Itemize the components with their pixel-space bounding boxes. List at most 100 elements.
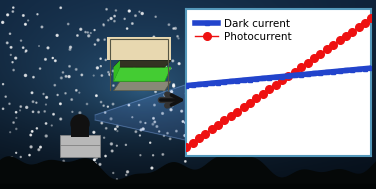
Point [93, 156, 99, 160]
Point [43, 122, 49, 125]
Point [190, 147, 196, 150]
Point [63, 75, 69, 78]
Photocurrent [369, 17, 374, 19]
Point [30, 76, 36, 79]
Point [153, 90, 159, 93]
Point [82, 137, 88, 140]
Point [10, 10, 16, 13]
Dark current [254, 78, 259, 80]
Point [74, 34, 80, 37]
Point [11, 121, 17, 124]
Point [13, 111, 19, 114]
Point [46, 176, 52, 179]
Point [98, 57, 104, 60]
Point [62, 92, 68, 95]
Point [33, 101, 39, 104]
Point [18, 155, 24, 158]
Point [129, 22, 135, 25]
Point [138, 128, 144, 131]
Point [34, 163, 40, 167]
Point [165, 96, 171, 99]
Point [52, 84, 58, 87]
Point [67, 65, 73, 68]
Point [25, 19, 31, 22]
Point [41, 92, 47, 95]
Point [92, 43, 98, 46]
Point [110, 69, 116, 72]
Point [186, 61, 192, 64]
Point [38, 146, 44, 149]
Point [94, 66, 100, 69]
Point [52, 59, 58, 62]
Point [50, 113, 56, 116]
Point [166, 23, 172, 26]
Point [138, 120, 144, 123]
Photocurrent [344, 35, 348, 37]
Polygon shape [114, 60, 120, 81]
Point [93, 149, 99, 152]
Dark current [229, 80, 233, 83]
Point [28, 133, 34, 136]
Point [161, 134, 167, 137]
Dark current [331, 70, 335, 73]
Point [39, 26, 45, 29]
Point [125, 83, 131, 86]
Point [133, 130, 139, 133]
Point [137, 78, 143, 81]
Point [79, 73, 85, 76]
Photocurrent [229, 115, 233, 117]
Photocurrent [331, 44, 335, 46]
Point [10, 180, 16, 183]
Point [159, 63, 165, 66]
Point [7, 32, 13, 35]
Point [126, 104, 132, 107]
Point [112, 15, 118, 18]
Point [58, 118, 64, 121]
Point [0, 83, 6, 86]
Point [13, 57, 19, 60]
Point [165, 97, 171, 100]
Point [152, 39, 158, 42]
Point [150, 123, 156, 126]
Point [35, 13, 41, 16]
Point [6, 102, 12, 105]
Dark current [356, 68, 361, 70]
Point [114, 144, 120, 147]
Point [20, 14, 26, 17]
Point [177, 175, 183, 178]
Photocurrent [305, 62, 310, 64]
Dark current [235, 80, 240, 82]
Point [124, 170, 130, 173]
Point [66, 75, 72, 78]
Point [54, 34, 60, 37]
Point [34, 127, 40, 130]
Point [153, 15, 159, 18]
Point [13, 127, 19, 130]
Point [30, 100, 36, 103]
Point [17, 109, 23, 112]
Point [167, 67, 173, 70]
Point [10, 6, 16, 9]
Point [114, 125, 120, 128]
Bar [107, 37, 171, 60]
Point [154, 125, 160, 128]
Point [85, 31, 91, 34]
Point [61, 160, 67, 163]
Point [152, 54, 158, 57]
Point [76, 91, 82, 94]
Point [29, 91, 35, 94]
Point [73, 89, 79, 92]
Point [127, 81, 133, 84]
Dark current [305, 73, 310, 75]
Point [86, 34, 92, 37]
Point [151, 35, 157, 38]
Point [124, 27, 130, 30]
Point [182, 134, 188, 137]
Point [165, 167, 171, 170]
Point [96, 142, 102, 145]
Dark current [286, 75, 291, 77]
Point [111, 84, 117, 87]
Point [103, 58, 109, 61]
Point [97, 163, 103, 166]
Point [99, 122, 105, 125]
